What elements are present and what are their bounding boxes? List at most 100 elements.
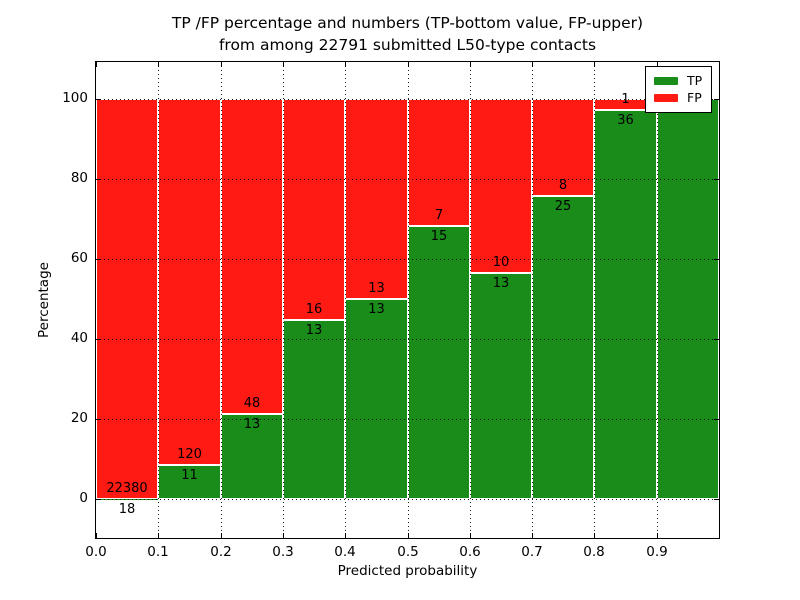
x-tick-label: 0.5 bbox=[397, 544, 419, 560]
x-tick-label: 0.3 bbox=[272, 544, 294, 560]
bar-segment-tp bbox=[221, 413, 283, 499]
y-tick-label: 100 bbox=[62, 90, 88, 106]
bar-label-tp: 13 bbox=[305, 322, 323, 338]
gridline-y bbox=[96, 179, 719, 180]
chart-title: TP /FP percentage and numbers (TP-bottom… bbox=[96, 12, 719, 56]
tp-swatch-icon bbox=[654, 77, 678, 86]
tick-mark bbox=[96, 339, 101, 340]
gridline-x bbox=[657, 62, 658, 538]
bar-segment-fp bbox=[408, 99, 470, 227]
tick-mark bbox=[714, 499, 719, 500]
x-tick-label: 0.0 bbox=[85, 544, 107, 560]
chart-title-line2: from among 22791 submitted L50-type cont… bbox=[218, 36, 597, 54]
tick-mark bbox=[657, 533, 658, 538]
x-tick-label: 0.8 bbox=[583, 544, 605, 560]
tick-mark bbox=[221, 533, 222, 538]
bar-segment-tp bbox=[657, 99, 719, 499]
bar-label-fp: 120 bbox=[177, 447, 202, 463]
tick-mark bbox=[345, 62, 346, 67]
y-tick-label: 20 bbox=[70, 410, 88, 426]
gridline-y bbox=[96, 99, 719, 100]
bar-label-tp: 13 bbox=[243, 416, 261, 432]
fp-swatch-icon bbox=[654, 93, 678, 102]
tick-mark bbox=[532, 62, 533, 67]
plot-area: TP FP 22380 18 120 11 48 13 16 13 13 13 7 15 10 13 8 25… bbox=[95, 61, 720, 539]
bar-segment-tp bbox=[594, 109, 657, 499]
bar-segment-tp bbox=[408, 226, 470, 499]
y-axis-label: Percentage bbox=[36, 262, 52, 338]
tick-mark bbox=[96, 419, 101, 420]
bar-label-fp: 48 bbox=[243, 395, 261, 411]
tick-mark bbox=[96, 179, 101, 180]
bar-label-fp: 16 bbox=[305, 301, 323, 317]
x-tick-label: 0.6 bbox=[459, 544, 481, 560]
gridline-y bbox=[96, 339, 719, 340]
tick-mark bbox=[532, 533, 533, 538]
y-tick-label: 0 bbox=[79, 490, 88, 506]
bar-segment-tp bbox=[345, 299, 408, 499]
chart-title-line1: TP /FP percentage and numbers (TP-bottom… bbox=[171, 14, 644, 32]
tick-mark bbox=[345, 533, 346, 538]
gridline-x bbox=[345, 62, 346, 538]
legend: TP FP bbox=[645, 66, 712, 113]
tick-mark bbox=[221, 62, 222, 67]
gridline-x bbox=[594, 62, 595, 538]
bar-label-fp: 7 bbox=[434, 208, 444, 224]
bar-label-fp: 10 bbox=[492, 254, 510, 270]
bar-label-tp: 18 bbox=[118, 501, 136, 517]
x-axis-label: Predicted probability bbox=[337, 563, 478, 579]
tick-mark bbox=[158, 533, 159, 538]
x-tick-label: 0.4 bbox=[334, 544, 356, 560]
gridline-x bbox=[158, 62, 159, 538]
gridline-x bbox=[221, 62, 222, 538]
legend-item-tp: TP bbox=[654, 74, 703, 88]
bar-label-tp: 13 bbox=[492, 275, 510, 291]
y-tick-label: 80 bbox=[70, 170, 88, 186]
bar-segment-tp bbox=[283, 319, 345, 499]
tick-mark bbox=[96, 533, 97, 538]
legend-label-fp: FP bbox=[687, 89, 702, 105]
bar-segment-fp bbox=[283, 99, 345, 320]
bar-label-tp: 25 bbox=[554, 198, 572, 214]
bar-segment-tp bbox=[532, 195, 594, 499]
gridline-y bbox=[96, 419, 719, 420]
tick-mark bbox=[714, 419, 719, 420]
x-tick-label: 0.7 bbox=[521, 544, 543, 560]
gridline-x bbox=[408, 62, 409, 538]
tick-mark bbox=[594, 533, 595, 538]
tick-mark bbox=[714, 259, 719, 260]
x-tick-label: 0.9 bbox=[646, 544, 668, 560]
tick-mark bbox=[283, 533, 284, 538]
bar-label-fp: 22380 bbox=[106, 480, 148, 496]
x-tick-label: 0.2 bbox=[210, 544, 232, 560]
bar-label-fp: 13 bbox=[368, 281, 385, 296]
bar-segment-tp bbox=[470, 272, 532, 499]
tick-mark bbox=[96, 62, 97, 67]
bar-segment-fp bbox=[345, 99, 408, 299]
bar-label-fp: 8 bbox=[558, 177, 568, 193]
tick-mark bbox=[408, 62, 409, 67]
gridline-y bbox=[96, 259, 719, 260]
legend-label-tp: TP bbox=[687, 73, 703, 89]
tick-mark bbox=[714, 179, 719, 180]
tick-mark bbox=[158, 62, 159, 67]
bar-segment-fp bbox=[96, 99, 158, 499]
tick-mark bbox=[714, 99, 719, 100]
bar-segment-fp bbox=[158, 99, 221, 466]
tick-mark bbox=[470, 533, 471, 538]
tick-mark bbox=[96, 499, 101, 500]
gridline-x bbox=[283, 62, 284, 538]
gridline-x bbox=[532, 62, 533, 538]
bar-label-tp: 11 bbox=[181, 468, 198, 484]
tick-mark bbox=[470, 62, 471, 67]
tick-mark bbox=[96, 259, 101, 260]
bar-label-fp: 1 bbox=[621, 91, 630, 107]
y-tick-label: 40 bbox=[70, 330, 88, 346]
tick-mark bbox=[714, 339, 719, 340]
tick-mark bbox=[594, 62, 595, 67]
x-tick-label: 0.1 bbox=[147, 544, 169, 560]
tick-mark bbox=[283, 62, 284, 67]
tick-mark bbox=[96, 99, 101, 100]
gridline-x bbox=[470, 62, 471, 538]
